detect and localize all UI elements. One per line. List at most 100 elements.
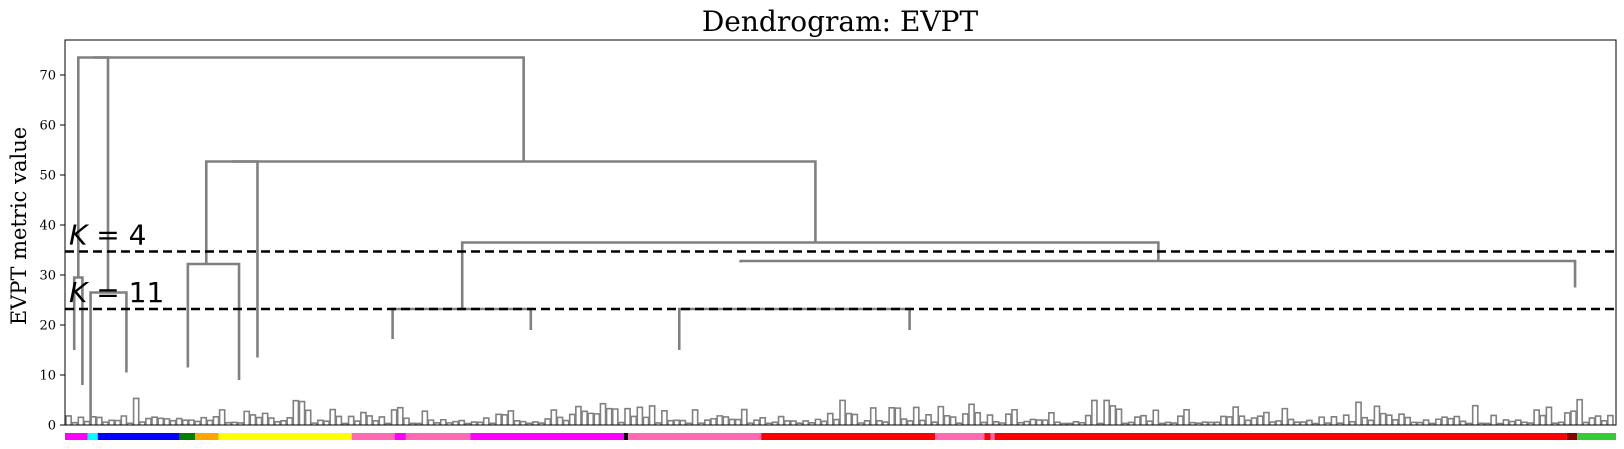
leaf-link xyxy=(1072,421,1080,425)
leaf-link xyxy=(1121,422,1129,425)
leaf-link xyxy=(341,422,349,425)
leaf-link xyxy=(1299,421,1307,425)
color-bar-segment xyxy=(195,433,219,440)
leaf-link xyxy=(919,419,926,425)
leaf-link xyxy=(151,416,158,425)
leaf-link xyxy=(538,422,545,425)
leaf-link xyxy=(286,417,294,425)
leaf-link xyxy=(71,421,79,425)
leaf-link xyxy=(826,412,834,425)
leaf-link xyxy=(1226,416,1233,425)
leaf-link xyxy=(1545,406,1553,425)
leaf-link xyxy=(1484,422,1491,425)
leaf-link xyxy=(1342,414,1350,425)
leaf-link xyxy=(673,419,681,425)
leaf-link xyxy=(194,420,201,425)
leaf-link xyxy=(765,422,773,425)
leaf-link xyxy=(1091,399,1098,425)
leaf-link xyxy=(1410,421,1418,425)
leaf-link xyxy=(1459,420,1467,425)
leaf-link xyxy=(851,413,859,425)
leaf-link xyxy=(347,415,355,425)
leaf-link xyxy=(802,420,810,425)
leaf-link xyxy=(1066,422,1074,425)
leaf-link xyxy=(900,418,908,425)
leaf-link xyxy=(581,410,588,425)
leaf-link xyxy=(1183,409,1190,425)
leaf-link xyxy=(237,422,244,425)
dendrogram-link xyxy=(204,160,259,358)
leaf-link xyxy=(833,418,840,425)
leaf-link xyxy=(544,418,552,425)
leaf-link xyxy=(464,422,472,425)
leaf-link xyxy=(1293,421,1301,425)
leaf-link xyxy=(470,421,478,425)
leaf-link xyxy=(1078,421,1086,425)
leaf-link xyxy=(329,408,337,425)
leaf-link xyxy=(145,417,152,425)
leaf-link xyxy=(661,409,668,425)
leaf-link xyxy=(1312,422,1319,425)
color-bar-segment xyxy=(218,433,352,440)
leaf-link xyxy=(1478,422,1485,425)
leaf-link xyxy=(845,412,853,425)
color-bar-segment xyxy=(990,433,995,440)
leaf-link xyxy=(249,414,257,425)
color-bar-segment xyxy=(405,433,471,440)
leaf-link xyxy=(1281,407,1289,425)
leaf-link xyxy=(685,422,693,425)
leaf-link xyxy=(1349,420,1356,425)
leaf-level-links xyxy=(65,397,1614,425)
leaf-link xyxy=(747,422,754,425)
y-tick-label: 20 xyxy=(39,319,56,334)
leaf-link xyxy=(1582,421,1590,425)
cut-label-value: = 11 xyxy=(87,276,164,309)
leaf-link xyxy=(1109,405,1117,425)
color-bar-segment xyxy=(1577,433,1616,440)
leaf-link xyxy=(132,397,140,425)
leaf-link xyxy=(1435,418,1442,425)
leaf-link xyxy=(1238,415,1246,425)
leaf-link xyxy=(808,422,816,425)
leaf-link xyxy=(771,421,779,425)
leaf-link xyxy=(421,410,429,425)
leaf-link xyxy=(181,419,189,425)
leaf-link xyxy=(1164,421,1172,425)
leaf-link xyxy=(1447,417,1455,425)
leaf-link xyxy=(1521,421,1528,425)
leaf-link xyxy=(1220,415,1227,425)
leaf-link xyxy=(1576,398,1584,425)
dendrogram-link xyxy=(77,56,110,293)
leaf-link xyxy=(1048,412,1055,425)
leaf-link xyxy=(1097,422,1104,425)
leaf-link xyxy=(986,414,994,425)
leaf-link xyxy=(261,412,269,425)
leaf-link xyxy=(427,419,435,425)
color-bar-segment xyxy=(935,433,985,440)
leaf-link xyxy=(943,415,951,425)
leaf-link xyxy=(667,419,674,425)
leaf-link xyxy=(519,420,527,425)
color-bar-segment xyxy=(994,433,1567,440)
leaf-link xyxy=(482,417,490,425)
leaf-link xyxy=(1465,422,1473,425)
leaf-link xyxy=(1244,419,1252,425)
leaf-link xyxy=(679,419,687,425)
leaf-link xyxy=(138,421,146,425)
leaf-link xyxy=(120,415,128,425)
leaf-link xyxy=(1373,405,1381,425)
leaf-link xyxy=(704,419,711,425)
leaf-link xyxy=(1594,415,1602,425)
leaf-link xyxy=(857,422,865,425)
leaf-link xyxy=(317,419,324,425)
leaf-link xyxy=(1392,418,1399,425)
leaf-link xyxy=(863,420,871,425)
leaf-link xyxy=(562,419,570,425)
leaf-link xyxy=(931,421,939,425)
leaf-link xyxy=(439,418,447,425)
leaf-link xyxy=(783,420,791,425)
leaf-link xyxy=(1263,411,1270,425)
leaf-link xyxy=(1035,419,1043,425)
color-bar-segment xyxy=(179,433,196,440)
leaf-link xyxy=(740,408,748,425)
